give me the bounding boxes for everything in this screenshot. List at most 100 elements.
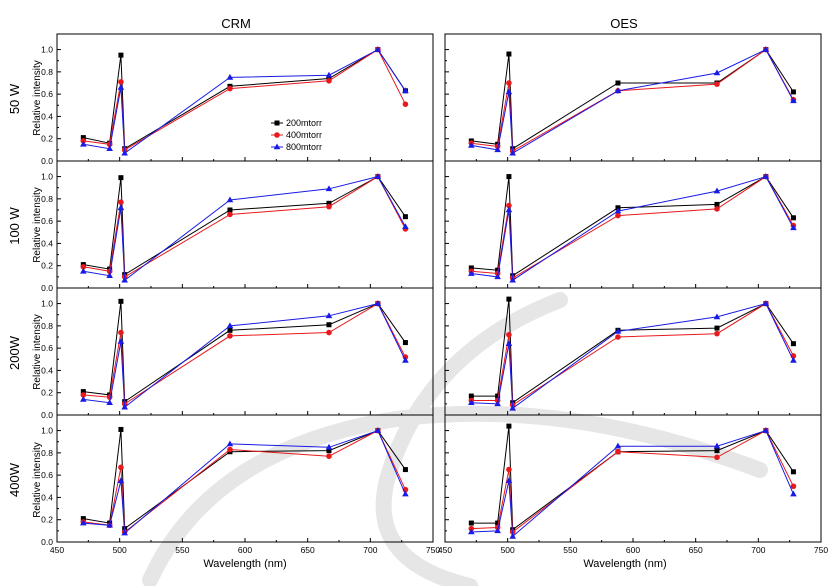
x-tick-label: 550 <box>563 545 577 555</box>
data-point-800mtorr <box>790 224 797 231</box>
data-point-800mtorr <box>117 204 125 211</box>
x-axis-label-crm: Wavelength (nm) <box>203 558 286 570</box>
data-point-200mtorr <box>80 516 86 522</box>
panel-oes-400w: 450 500 550 600 650 700 750 <box>438 414 828 555</box>
plot-frame <box>56 33 434 162</box>
data-point-800mtorr <box>762 300 770 306</box>
data-point-800mtorr <box>80 519 87 526</box>
data-point-800mtorr <box>325 443 333 450</box>
data-point-800mtorr <box>762 173 770 179</box>
data-point-800mtorr <box>713 442 721 449</box>
data-point-400mtorr <box>227 211 233 218</box>
data-point-800mtorr <box>468 141 475 148</box>
data-point-200mtorr <box>118 426 124 432</box>
data-point-800mtorr <box>762 427 770 433</box>
data-point-200mtorr <box>118 298 124 304</box>
data-point-400mtorr <box>227 446 233 453</box>
y-tick-label: 0.4 <box>41 365 53 375</box>
x-tick-label: 500 <box>501 545 515 555</box>
y-tick-label: 0.8 <box>41 321 53 331</box>
data-point-800mtorr <box>402 490 409 497</box>
plot-frame <box>444 287 822 416</box>
y-tick-label: 0.6 <box>41 343 53 353</box>
data-point-400mtorr <box>506 80 512 86</box>
row-label-100w: 100 W <box>7 206 22 244</box>
data-point-800mtorr <box>762 46 770 52</box>
data-point-800mtorr <box>494 146 501 153</box>
data-point-200mtorr <box>495 267 501 273</box>
series-line-400mtorr <box>83 429 406 533</box>
y-tick-label: 1.0 <box>41 172 53 182</box>
data-point-800mtorr <box>614 87 622 94</box>
x-tick-label: 650 <box>689 545 703 555</box>
data-point-800mtorr <box>790 490 797 497</box>
data-point-800mtorr <box>325 312 333 319</box>
data-point-200mtorr <box>80 135 86 141</box>
data-point-800mtorr <box>121 403 128 410</box>
y-tick-label: 0.2 <box>41 261 53 271</box>
data-point-800mtorr <box>226 322 234 329</box>
data-point-400mtorr <box>714 206 720 212</box>
plot-frame <box>56 160 434 289</box>
series-line-200mtorr <box>471 175 794 277</box>
data-point-400mtorr <box>714 454 720 461</box>
y-tick-label: 0.2 <box>41 134 53 144</box>
data-point-200mtorr <box>402 467 408 473</box>
data-point-400mtorr <box>227 333 233 339</box>
data-point-200mtorr <box>326 322 332 328</box>
watermark <box>142 292 768 586</box>
data-point-200mtorr <box>790 215 796 221</box>
panel-crm-400w: 0.0 0.2 0.4 0.6 0.8 1.0 450 500 550 600 650 700 750 <box>41 414 440 555</box>
legend-label-200mtorr: 200mtorr <box>286 118 322 128</box>
series-line-800mtorr <box>471 176 794 282</box>
data-point-200mtorr <box>118 52 124 58</box>
data-point-200mtorr <box>506 423 512 429</box>
data-point-200mtorr <box>326 200 332 206</box>
series-line-800mtorr <box>471 303 794 410</box>
x-tick-label: 700 <box>751 545 765 555</box>
data-point-800mtorr <box>713 313 721 320</box>
data-point-200mtorr <box>402 214 408 220</box>
data-point-200mtorr <box>468 265 474 271</box>
y-tick-label: 1.0 <box>41 299 53 309</box>
series-line-400mtorr <box>83 48 406 151</box>
series-line-200mtorr <box>83 175 406 276</box>
column-title-crm: CRM <box>221 16 251 31</box>
y-tick-label: 0.6 <box>41 470 53 480</box>
data-point-800mtorr <box>402 223 409 230</box>
data-point-400mtorr <box>118 199 124 205</box>
data-point-400mtorr <box>506 202 512 209</box>
data-point-800mtorr <box>117 83 125 90</box>
y-tick-label: 0.2 <box>41 515 53 525</box>
y-tick-label: 1.0 <box>41 426 53 436</box>
data-point-200mtorr <box>790 469 796 475</box>
data-point-400mtorr <box>615 334 621 340</box>
data-point-800mtorr <box>374 300 382 306</box>
data-point-800mtorr <box>106 399 113 406</box>
y-tick-label: 1.0 <box>41 45 53 55</box>
data-point-200mtorr <box>118 175 124 181</box>
panel-crm-200w: 0.0 0.2 0.4 0.6 0.8 1.0 <box>41 287 434 420</box>
data-point-200mtorr <box>80 389 86 395</box>
y-tick-label: 0.0 <box>41 156 53 166</box>
series-line-800mtorr <box>83 303 406 409</box>
y-axis-label: Relative intensity <box>32 187 43 263</box>
series-line-400mtorr <box>83 175 406 278</box>
plot-frame <box>444 33 822 162</box>
data-point-800mtorr <box>80 140 87 147</box>
data-point-800mtorr <box>790 356 797 363</box>
data-point-800mtorr <box>106 272 113 279</box>
data-point-800mtorr <box>505 477 513 484</box>
data-point-800mtorr <box>713 187 721 194</box>
data-point-400mtorr <box>118 79 124 85</box>
data-point-400mtorr <box>506 466 512 473</box>
y-tick-label: 0.8 <box>41 194 53 204</box>
data-point-200mtorr <box>468 393 474 399</box>
row-label-400w: 400W <box>7 462 22 497</box>
y-tick-label: 0.4 <box>41 111 53 121</box>
data-point-800mtorr <box>468 270 475 276</box>
data-point-800mtorr <box>614 207 622 214</box>
y-tick-label: 0.6 <box>41 216 53 226</box>
data-point-400mtorr <box>80 264 87 270</box>
plot-frame <box>56 287 434 416</box>
